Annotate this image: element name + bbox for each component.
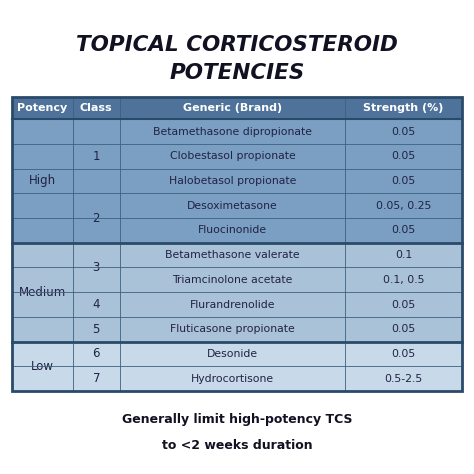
Text: Class: Class [80, 103, 113, 113]
Text: Generally limit high-potency TCS: Generally limit high-potency TCS [122, 413, 352, 426]
Bar [12, 169, 462, 193]
Bar [12, 218, 462, 243]
Text: Low: Low [31, 360, 54, 373]
Text: 0.1: 0.1 [395, 250, 412, 260]
Bar [12, 144, 462, 169]
Text: Betamethasone valerate: Betamethasone valerate [165, 250, 300, 260]
Text: 0.5-2.5: 0.5-2.5 [384, 374, 423, 383]
Text: Desoximetasone: Desoximetasone [187, 201, 278, 211]
Text: 4: 4 [92, 298, 100, 311]
Text: High: High [29, 174, 56, 188]
Text: Triamcinolone acetate: Triamcinolone acetate [173, 275, 292, 285]
Bar [12, 97, 462, 119]
Text: Clobestasol propionate: Clobestasol propionate [170, 151, 295, 161]
Bar [12, 97, 462, 391]
Text: 0.05: 0.05 [392, 324, 416, 334]
Text: Desonide: Desonide [207, 349, 258, 359]
Text: 0.05: 0.05 [392, 349, 416, 359]
Text: Betamethasone dipropionate: Betamethasone dipropionate [153, 127, 312, 137]
Text: Fluocinonide: Fluocinonide [198, 226, 267, 236]
Text: Fluticasone propionate: Fluticasone propionate [170, 324, 295, 334]
Text: Potency: Potency [17, 103, 67, 113]
Text: TOPICAL CORTICOSTEROID: TOPICAL CORTICOSTEROID [76, 35, 398, 55]
Text: 2: 2 [92, 211, 100, 225]
Text: 0.05: 0.05 [392, 176, 416, 186]
Text: Generic (Brand): Generic (Brand) [183, 103, 282, 113]
Text: 0.1, 0.5: 0.1, 0.5 [383, 275, 424, 285]
Text: 1: 1 [92, 150, 100, 163]
Text: to <2 weeks duration: to <2 weeks duration [162, 439, 312, 452]
Text: Halobetasol propionate: Halobetasol propionate [169, 176, 296, 186]
Text: 0.05: 0.05 [392, 151, 416, 161]
Bar [12, 292, 462, 317]
Text: 0.05: 0.05 [392, 300, 416, 310]
Bar [12, 243, 462, 267]
Text: Medium: Medium [18, 286, 66, 299]
Text: Strength (%): Strength (%) [364, 103, 444, 113]
Bar [12, 267, 462, 292]
Bar [12, 119, 462, 144]
Text: POTENCIES: POTENCIES [169, 64, 305, 83]
Text: 7: 7 [92, 372, 100, 385]
Text: 3: 3 [92, 261, 100, 274]
Bar [12, 366, 462, 391]
Bar [12, 342, 462, 366]
Bar [12, 317, 462, 342]
Text: 5: 5 [92, 323, 100, 336]
Text: 0.05: 0.05 [392, 226, 416, 236]
Text: 6: 6 [92, 347, 100, 361]
Bar [12, 193, 462, 218]
Text: 0.05: 0.05 [392, 127, 416, 137]
Text: 0.05, 0.25: 0.05, 0.25 [376, 201, 431, 211]
Text: Hydrocortisone: Hydrocortisone [191, 374, 274, 383]
Text: Flurandrenolide: Flurandrenolide [190, 300, 275, 310]
